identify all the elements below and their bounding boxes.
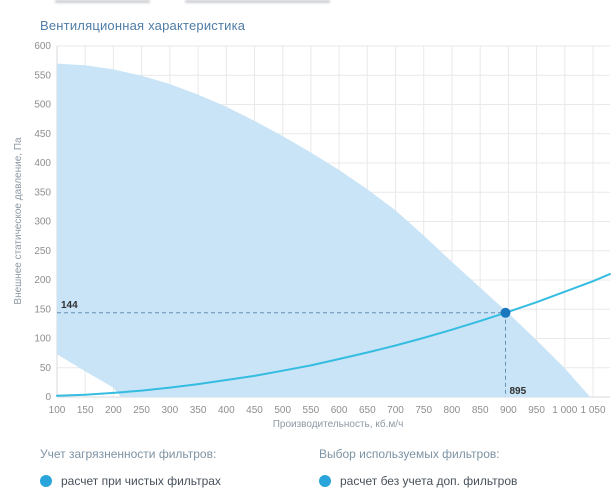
x-axis-tick-label: 150 bbox=[77, 405, 94, 416]
filter-group-used-filters: Выбор используемых фильтров: расчет без … bbox=[319, 447, 517, 488]
filter-option-label: расчет без учета доп. фильтров bbox=[340, 474, 518, 488]
x-axis-tick-label: 650 bbox=[359, 405, 376, 416]
y-axis-tick-label: 150 bbox=[34, 304, 51, 315]
ventilation-chart-svg: 144 895 0 50 100 150 200 250 300 350 400 450 500 550 6… bbox=[13, 41, 611, 430]
filter-group-contamination: Учет загрязненности фильтров: расчет при… bbox=[40, 447, 221, 488]
y-axis-tick-label: 100 bbox=[34, 334, 51, 345]
x-axis-tick-label: 600 bbox=[331, 405, 348, 416]
pressure-value-label: 144 bbox=[61, 300, 78, 311]
y-axis-tick-label: 550 bbox=[34, 70, 51, 81]
filter-group-used-filters-header: Выбор используемых фильтров: bbox=[319, 447, 500, 461]
system-resistance-curve bbox=[56, 273, 611, 397]
x-axis-tick-label: 700 bbox=[387, 405, 404, 416]
x-axis-tick-label: 900 bbox=[500, 405, 517, 416]
x-axis-tick-label: 550 bbox=[303, 405, 320, 416]
x-axis-tick-label: 750 bbox=[415, 405, 432, 416]
x-axis-tick-label: 1 050 bbox=[580, 405, 605, 416]
y-axis-tick-label: 450 bbox=[34, 129, 51, 140]
x-axis-tick-label: 500 bbox=[274, 405, 291, 416]
x-axis-title: Производительность, кб.м/ч bbox=[273, 418, 404, 430]
x-axis-tick-label: 100 bbox=[49, 405, 66, 416]
x-axis-tick-label: 450 bbox=[246, 405, 263, 416]
filter-option-label: расчет при чистых фильтрах bbox=[61, 474, 221, 488]
filter-group-contamination-header: Учет загрязненности фильтров: bbox=[40, 447, 217, 461]
y-axis-tick-label: 0 bbox=[45, 392, 51, 403]
x-axis-tick-label: 950 bbox=[528, 405, 545, 416]
y-axis-tick-label: 200 bbox=[34, 275, 51, 286]
flow-value-label: 895 bbox=[510, 386, 527, 397]
x-axis-tick-label: 300 bbox=[161, 405, 178, 416]
y-axis-tick-label: 50 bbox=[40, 363, 52, 374]
chart-title: Вентиляционная характеристика bbox=[40, 17, 246, 33]
operating-point-dot[interactable] bbox=[500, 307, 511, 318]
cropped-content-top-left bbox=[55, 0, 150, 3]
y-axis-tick-label: 500 bbox=[34, 100, 51, 111]
x-axis-tick-label: 800 bbox=[444, 405, 461, 416]
x-axis-tick-label: 350 bbox=[190, 405, 207, 416]
y-axis-tick-label: 350 bbox=[34, 187, 51, 198]
y-axis-tick-label: 600 bbox=[34, 41, 51, 52]
filter-option-no-additional-filters[interactable]: расчет без учета доп. фильтров bbox=[319, 474, 517, 488]
cropped-content-top-right bbox=[185, 0, 330, 3]
y-axis-tick-label: 300 bbox=[34, 217, 51, 228]
legend-dot-icon bbox=[319, 475, 331, 487]
y-axis-title: Внешнее статическое давление, Па bbox=[13, 137, 24, 305]
y-axis-tick-label: 400 bbox=[34, 158, 51, 169]
fan-operating-envelope-area bbox=[57, 63, 591, 397]
x-axis-tick-label: 400 bbox=[218, 405, 235, 416]
x-axis-tick-label: 250 bbox=[133, 405, 150, 416]
x-axis-tick-label: 1 000 bbox=[552, 405, 577, 416]
legend-dot-icon bbox=[40, 475, 52, 487]
x-axis-tick-label: 200 bbox=[105, 405, 122, 416]
x-axis-tick-label: 850 bbox=[472, 405, 489, 416]
filter-option-clean-filters[interactable]: расчет при чистых фильтрах bbox=[40, 474, 221, 488]
y-axis-tick-label: 250 bbox=[34, 246, 51, 257]
chart-area: 144 895 0 50 100 150 200 250 300 350 400 450 500 550 6… bbox=[13, 41, 611, 430]
